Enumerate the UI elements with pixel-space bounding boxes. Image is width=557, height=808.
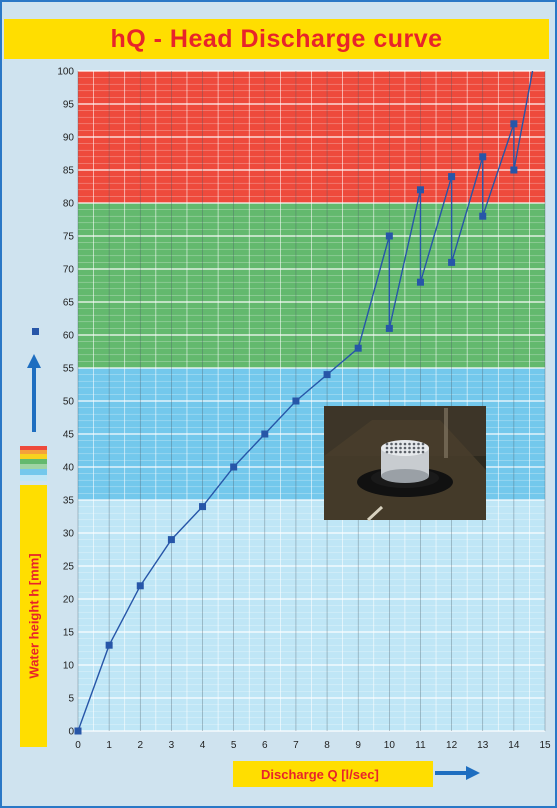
x-tick-labels: 0 1 2 3 4 5 6 7 8 9 10 11 12 13 14 15	[75, 740, 551, 751]
chart-title: hQ - Head Discharge curve	[110, 24, 443, 53]
x-tick-label: 13	[477, 740, 489, 751]
data-point	[230, 463, 238, 471]
y-tick-labels: 0 5 10 15 20 25 30 35 40 45 50 55 60 65 70 75 80 85 90 95 10…	[57, 67, 74, 738]
level-legend	[20, 328, 47, 481]
x-tick-label: 4	[200, 740, 206, 751]
y-tick-label: 45	[63, 430, 75, 441]
x-tick-label: 11	[415, 740, 426, 751]
y-tick-label: 65	[63, 298, 75, 309]
data-point	[416, 186, 424, 194]
data-point	[385, 324, 393, 332]
data-point	[479, 153, 487, 161]
y-tick-label: 55	[63, 364, 75, 375]
data-point	[479, 212, 487, 220]
data-point	[136, 582, 144, 590]
data-point	[448, 258, 456, 266]
data-point	[261, 430, 269, 438]
y-tick-label: 60	[63, 331, 75, 342]
data-point	[385, 232, 393, 240]
y-tick-label: 40	[63, 463, 75, 474]
x-tick-label: 6	[262, 740, 268, 751]
data-point	[105, 641, 113, 649]
y-tick-label: 5	[68, 694, 74, 705]
x-tick-label: 0	[75, 740, 81, 751]
chart-title-bar: hQ - Head Discharge curve	[4, 19, 549, 59]
x-tick-label: 1	[106, 740, 112, 751]
y-tick-label: 85	[63, 166, 75, 177]
y-tick-label: 75	[63, 232, 75, 243]
x-tick-label: 8	[324, 740, 330, 751]
x-tick-label: 2	[137, 740, 143, 751]
y-tick-label: 80	[63, 199, 75, 210]
y-axis-label-box	[20, 485, 47, 747]
y-tick-label: 25	[63, 562, 75, 573]
y-tick-label: 50	[63, 397, 75, 408]
y-tick-label: 0	[68, 727, 74, 738]
x-axis-label: Discharge Q [l/sec]	[261, 766, 379, 782]
data-point	[74, 727, 82, 735]
data-point	[448, 173, 456, 181]
data-point	[323, 371, 331, 379]
x-tick-label: 10	[384, 740, 396, 751]
product-photo	[324, 406, 486, 522]
y-axis-label: Water height h [mm]	[26, 553, 42, 679]
data-point	[292, 397, 300, 405]
y-tick-label: 35	[63, 496, 75, 507]
data-point	[199, 503, 207, 511]
y-tick-label: 10	[63, 661, 75, 672]
x-tick-label: 12	[446, 740, 458, 751]
x-tick-label: 15	[539, 740, 551, 751]
data-point	[354, 344, 362, 352]
x-axis-label-box: Discharge Q [l/sec]	[233, 761, 433, 787]
x-tick-label: 7	[293, 740, 299, 751]
x-tick-label: 14	[508, 740, 520, 751]
y-tick-label: 70	[63, 265, 75, 276]
data-point	[510, 166, 518, 174]
grid-lines	[77, 70, 546, 732]
y-tick-label: 100	[57, 67, 74, 78]
data-series	[74, 70, 534, 735]
x-tick-label: 3	[169, 740, 175, 751]
data-point	[416, 278, 424, 286]
y-tick-label: 15	[63, 628, 75, 639]
y-tick-label: 95	[63, 100, 75, 111]
y-tick-label: 30	[63, 529, 75, 540]
data-point	[510, 120, 518, 128]
data-point	[167, 536, 175, 544]
y-tick-label: 20	[63, 595, 75, 606]
y-tick-label: 90	[63, 133, 75, 144]
x-tick-label: 9	[355, 740, 361, 751]
x-tick-label: 5	[231, 740, 237, 751]
